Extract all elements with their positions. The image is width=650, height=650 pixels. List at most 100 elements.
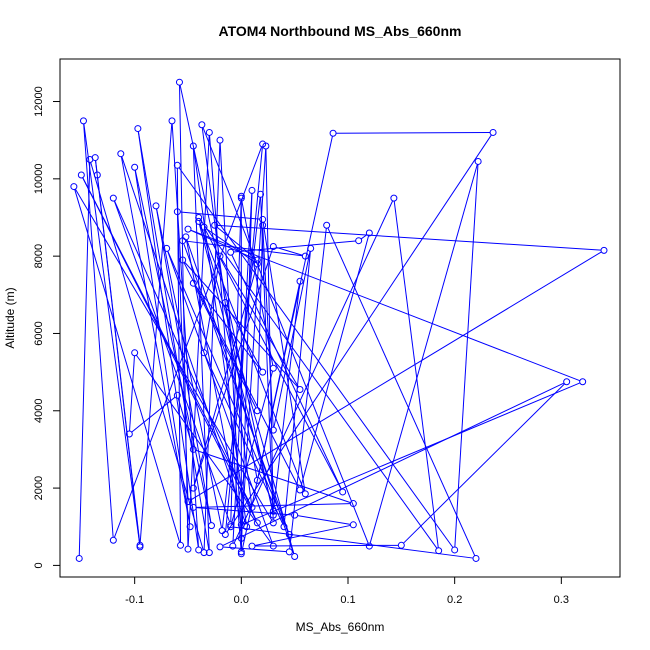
series-segment — [216, 226, 256, 259]
series-segment — [200, 219, 438, 549]
data-point — [184, 225, 192, 233]
x-tick-label: 0.1 — [340, 594, 355, 606]
data-point — [175, 78, 183, 86]
data-point — [301, 252, 309, 260]
series-segment — [193, 266, 257, 486]
data-point — [134, 125, 142, 133]
data-point — [189, 484, 197, 492]
data-point — [579, 378, 587, 386]
data-point — [216, 543, 224, 551]
data-point — [339, 488, 347, 496]
data-point — [91, 154, 99, 162]
series-segment — [222, 382, 565, 547]
series-segment — [221, 258, 299, 388]
data-point — [205, 549, 213, 557]
series-segment — [183, 243, 289, 532]
data-point — [269, 507, 277, 515]
data-point — [259, 215, 267, 223]
series-segment — [403, 383, 565, 544]
data-point — [189, 279, 197, 287]
data-point — [136, 541, 144, 549]
data-point — [216, 136, 224, 144]
series-segment — [454, 164, 479, 547]
data-point — [205, 128, 213, 136]
series-segment — [393, 201, 439, 548]
series-segment — [196, 503, 351, 508]
series-segment — [204, 229, 342, 490]
data-point — [163, 244, 171, 252]
data-point — [365, 229, 373, 237]
data-point — [365, 542, 373, 550]
series-segment — [193, 249, 273, 486]
data-point — [198, 121, 206, 129]
data-point — [211, 221, 219, 229]
series-segment — [180, 211, 260, 220]
data-point — [253, 260, 261, 268]
data-point — [109, 194, 117, 202]
data-point — [296, 486, 304, 494]
data-point — [182, 233, 190, 241]
series-segment — [217, 224, 602, 251]
series-segment — [190, 251, 602, 501]
plot-frame — [59, 58, 621, 578]
data-point — [200, 549, 208, 557]
series-segment — [231, 254, 342, 490]
series-segment — [137, 131, 199, 548]
series-segment — [171, 123, 199, 547]
y-tick-label: 4000 — [33, 399, 45, 423]
series-segment — [134, 170, 212, 523]
x-axis: -0.1 0.0 0.1 0.2 0.3 — [125, 577, 569, 606]
data-point — [195, 546, 203, 554]
series-segment — [241, 148, 267, 536]
data-point — [269, 519, 277, 527]
data-point — [195, 213, 203, 221]
data-point — [173, 208, 181, 216]
series-segment — [113, 200, 231, 523]
data-point — [117, 150, 125, 158]
data-point — [221, 530, 229, 538]
data-point — [349, 500, 357, 508]
data-point — [195, 217, 203, 225]
series-segment — [190, 229, 255, 260]
data-point — [237, 550, 245, 558]
x-tick-label: 0.3 — [554, 594, 569, 606]
series-segment — [327, 227, 476, 556]
data-point — [227, 523, 235, 531]
series-segment — [241, 136, 333, 551]
series-segment — [206, 228, 256, 263]
series-segment — [177, 398, 193, 447]
series-segment — [134, 170, 191, 524]
series-segment — [190, 229, 581, 382]
data-point — [207, 522, 215, 530]
data-point — [189, 445, 197, 453]
data-point — [600, 246, 608, 254]
data-point — [355, 237, 363, 245]
series-segment — [137, 131, 210, 550]
series-segment — [183, 262, 300, 488]
data-point — [269, 511, 277, 519]
data-point — [177, 541, 185, 549]
y-axis: 0 2000 4000 6000 8000 10000 12000 — [33, 86, 60, 568]
data-point — [259, 221, 267, 229]
y-tick-label: 2000 — [33, 476, 45, 500]
data-point — [189, 503, 197, 511]
data-point — [397, 541, 405, 549]
data-point — [125, 430, 133, 438]
y-tick-label: 12000 — [33, 86, 45, 117]
y-tick-label: 0 — [33, 562, 45, 568]
series-segment — [131, 396, 176, 433]
series-points — [70, 78, 608, 562]
data-point — [75, 554, 83, 562]
data-point — [93, 171, 101, 179]
data-point — [237, 521, 245, 529]
data-point — [259, 368, 267, 376]
series-segment — [194, 285, 257, 409]
data-point — [349, 521, 357, 529]
series-segment — [90, 162, 204, 550]
series-segment — [82, 177, 257, 521]
data-point — [323, 221, 331, 229]
data-point — [237, 194, 245, 202]
series-segment — [194, 285, 262, 371]
series-segment — [262, 228, 274, 428]
